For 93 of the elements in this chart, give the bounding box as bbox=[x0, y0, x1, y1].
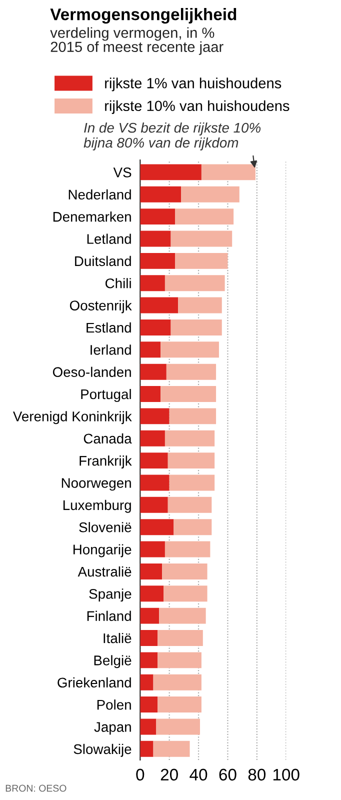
y-tick-label: Spanje bbox=[89, 588, 132, 602]
bar bbox=[170, 230, 232, 247]
bar bbox=[140, 563, 162, 580]
bar bbox=[158, 630, 203, 646]
bar bbox=[140, 496, 168, 513]
x-tick-label: 80 bbox=[248, 768, 266, 781]
bar bbox=[158, 652, 202, 668]
bar bbox=[158, 696, 202, 713]
bar bbox=[140, 474, 170, 491]
y-tick-label: Slowakije bbox=[74, 744, 132, 757]
y-tick-label: Verenigd Koninkrijk bbox=[12, 411, 132, 424]
bar bbox=[168, 452, 215, 469]
bar bbox=[140, 319, 171, 336]
y-tick-label: VS bbox=[113, 168, 132, 178]
x-tick-label: 40 bbox=[190, 768, 208, 781]
bar bbox=[181, 186, 240, 202]
legend-label: rijkste 1% van huishoudens bbox=[105, 78, 282, 92]
y-tick-label: Finland bbox=[87, 610, 131, 621]
y-tick-label: Letland bbox=[87, 234, 131, 244]
bar bbox=[140, 364, 166, 380]
y-tick-label: Chili bbox=[106, 278, 131, 288]
bar bbox=[140, 696, 158, 713]
bar bbox=[160, 386, 216, 402]
y-tick-label: Luxemburg bbox=[63, 500, 131, 513]
bar bbox=[159, 608, 206, 624]
annotation: In de VS bezit de rijkste 10% bijna 80% van de rijkdom bbox=[84, 122, 261, 150]
bar bbox=[140, 386, 161, 402]
bar bbox=[169, 474, 215, 491]
y-tick-label: Italië bbox=[104, 632, 132, 644]
text: BRON: OESO bbox=[6, 784, 66, 792]
bar bbox=[140, 342, 161, 358]
bar bbox=[140, 452, 168, 469]
bar bbox=[140, 586, 164, 602]
bar bbox=[175, 252, 228, 269]
bar bbox=[153, 674, 202, 690]
chart-subtitle: verdeling vermogen, in % 2015 of meest recente jaar bbox=[50, 27, 224, 55]
bar bbox=[140, 297, 178, 314]
y-tick-label: Canada bbox=[84, 433, 132, 444]
y-tick-label: Denemarken bbox=[53, 212, 131, 222]
y-tick-label: Estland bbox=[86, 322, 131, 333]
y-tick-label: Portugal bbox=[81, 388, 131, 402]
bar bbox=[160, 342, 219, 358]
x-tick-label: 100 bbox=[273, 768, 300, 781]
legend-label: rijkste 10% van huishoudens bbox=[105, 100, 290, 114]
bar bbox=[164, 430, 215, 446]
bar bbox=[140, 164, 202, 180]
x-tick-label: 60 bbox=[219, 768, 236, 781]
bar bbox=[170, 319, 222, 336]
bar bbox=[178, 297, 222, 314]
y-tick-label: Nederland bbox=[68, 189, 131, 200]
x-tick-label: 20 bbox=[160, 768, 178, 781]
y-tick-label: Frankrijk bbox=[80, 456, 132, 468]
bar bbox=[156, 718, 200, 735]
y-tick-label: België bbox=[94, 655, 132, 668]
bar bbox=[168, 496, 212, 513]
x-tick-label: 0 bbox=[136, 768, 144, 781]
bar bbox=[140, 408, 170, 424]
chart-title: Vermogensongelijkheid bbox=[50, 8, 236, 24]
y-tick-label: Noorwegen bbox=[62, 478, 131, 491]
bar bbox=[140, 186, 182, 202]
bar bbox=[140, 430, 165, 446]
bar bbox=[140, 630, 158, 646]
bar bbox=[169, 408, 216, 424]
bar bbox=[164, 275, 225, 292]
y-tick-label: Hongarije bbox=[74, 544, 132, 558]
bar bbox=[153, 740, 190, 757]
bar bbox=[140, 652, 158, 668]
y-tick-label: Polen bbox=[97, 700, 131, 710]
bar bbox=[140, 608, 160, 624]
y-tick-label: Australië bbox=[78, 566, 132, 577]
y-tick-label: Oeso-landen bbox=[52, 366, 131, 377]
bar bbox=[175, 208, 234, 225]
bar bbox=[140, 252, 176, 269]
bar bbox=[140, 275, 165, 292]
bar bbox=[162, 563, 208, 580]
bar bbox=[140, 541, 165, 558]
bar bbox=[201, 164, 256, 180]
bar bbox=[166, 364, 216, 380]
bar bbox=[140, 519, 174, 536]
y-tick-label: Slovenië bbox=[79, 522, 132, 532]
bar bbox=[140, 674, 154, 690]
bar bbox=[164, 541, 210, 558]
y-tick-label: Duitsland bbox=[75, 256, 131, 266]
bar bbox=[140, 208, 176, 225]
y-tick-label: Ierland bbox=[90, 344, 131, 355]
y-tick-label: Oostenrijk bbox=[70, 300, 132, 314]
bar bbox=[140, 740, 154, 757]
bar bbox=[174, 519, 212, 536]
bar bbox=[164, 586, 208, 602]
bar bbox=[140, 718, 156, 735]
y-tick-label: Griekenland bbox=[58, 677, 131, 688]
bar bbox=[140, 230, 171, 247]
y-tick-label: Japan bbox=[94, 722, 131, 735]
